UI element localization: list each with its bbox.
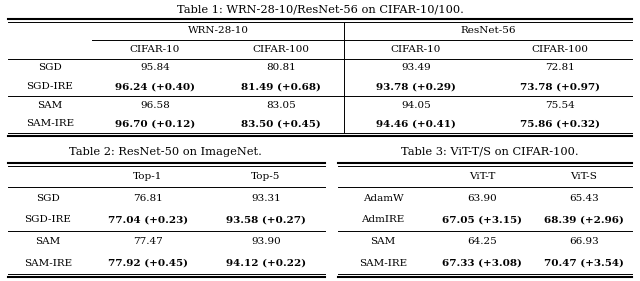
Text: SGD-IRE: SGD-IRE — [27, 82, 74, 91]
Text: SGD-IRE: SGD-IRE — [24, 215, 72, 224]
Text: 94.05: 94.05 — [401, 101, 431, 110]
Text: CIFAR-100: CIFAR-100 — [253, 45, 310, 54]
Text: Top-5: Top-5 — [252, 172, 281, 181]
Text: 83.05: 83.05 — [266, 101, 296, 110]
Text: 93.49: 93.49 — [401, 64, 431, 72]
Text: AdamW: AdamW — [363, 194, 403, 203]
Text: Table 2: ResNet-50 on ImageNet.: Table 2: ResNet-50 on ImageNet. — [68, 147, 261, 157]
Text: Top-1: Top-1 — [133, 172, 163, 181]
Text: SAM: SAM — [371, 237, 396, 246]
Text: SAM: SAM — [37, 101, 63, 110]
Text: SGD: SGD — [38, 64, 62, 72]
Text: 63.90: 63.90 — [467, 194, 497, 203]
Text: 95.84: 95.84 — [140, 64, 170, 72]
Text: 72.81: 72.81 — [545, 64, 575, 72]
Text: Table 3: ViT-T/S on CIFAR-100.: Table 3: ViT-T/S on CIFAR-100. — [401, 147, 579, 157]
Text: 96.24 (+0.40): 96.24 (+0.40) — [115, 82, 195, 91]
Text: 67.33 (+3.08): 67.33 (+3.08) — [442, 259, 522, 268]
Text: 77.47: 77.47 — [133, 237, 163, 246]
Text: SAM-IRE: SAM-IRE — [359, 259, 407, 268]
Text: CIFAR-10: CIFAR-10 — [130, 45, 180, 54]
Text: 93.58 (+0.27): 93.58 (+0.27) — [226, 215, 306, 224]
Text: SAM-IRE: SAM-IRE — [26, 119, 74, 128]
Text: 83.50 (+0.45): 83.50 (+0.45) — [241, 119, 321, 128]
Text: 75.54: 75.54 — [545, 101, 575, 110]
Text: CIFAR-10: CIFAR-10 — [391, 45, 441, 54]
Text: 76.81: 76.81 — [133, 194, 163, 203]
Text: ResNet-56: ResNet-56 — [460, 26, 516, 35]
Text: 96.58: 96.58 — [140, 101, 170, 110]
Text: 96.70 (+0.12): 96.70 (+0.12) — [115, 119, 195, 128]
Text: SGD: SGD — [36, 194, 60, 203]
Text: 93.31: 93.31 — [251, 194, 281, 203]
Text: 93.90: 93.90 — [251, 237, 281, 246]
Text: 66.93: 66.93 — [569, 237, 599, 246]
Text: 93.78 (+0.29): 93.78 (+0.29) — [376, 82, 456, 91]
Text: 73.78 (+0.97): 73.78 (+0.97) — [520, 82, 600, 91]
Text: SAM: SAM — [35, 237, 61, 246]
Text: ViT-T: ViT-T — [469, 172, 495, 181]
Text: 77.92 (+0.45): 77.92 (+0.45) — [108, 259, 188, 268]
Text: 75.86 (+0.32): 75.86 (+0.32) — [520, 119, 600, 128]
Text: 68.39 (+2.96): 68.39 (+2.96) — [544, 215, 624, 224]
Text: AdmIRE: AdmIRE — [362, 215, 404, 224]
Text: 65.43: 65.43 — [569, 194, 599, 203]
Text: 80.81: 80.81 — [266, 64, 296, 72]
Text: Table 1: WRN-28-10/ResNet-56 on CIFAR-10/100.: Table 1: WRN-28-10/ResNet-56 on CIFAR-10… — [177, 5, 463, 15]
Text: 67.05 (+3.15): 67.05 (+3.15) — [442, 215, 522, 224]
Text: WRN-28-10: WRN-28-10 — [188, 26, 248, 35]
Text: 70.47 (+3.54): 70.47 (+3.54) — [544, 259, 624, 268]
Text: 77.04 (+0.23): 77.04 (+0.23) — [108, 215, 188, 224]
Text: 94.46 (+0.41): 94.46 (+0.41) — [376, 119, 456, 128]
Text: 81.49 (+0.68): 81.49 (+0.68) — [241, 82, 321, 91]
Text: CIFAR-100: CIFAR-100 — [531, 45, 589, 54]
Text: SAM-IRE: SAM-IRE — [24, 259, 72, 268]
Text: ViT-S: ViT-S — [571, 172, 597, 181]
Text: 64.25: 64.25 — [467, 237, 497, 246]
Text: 94.12 (+0.22): 94.12 (+0.22) — [226, 259, 306, 268]
